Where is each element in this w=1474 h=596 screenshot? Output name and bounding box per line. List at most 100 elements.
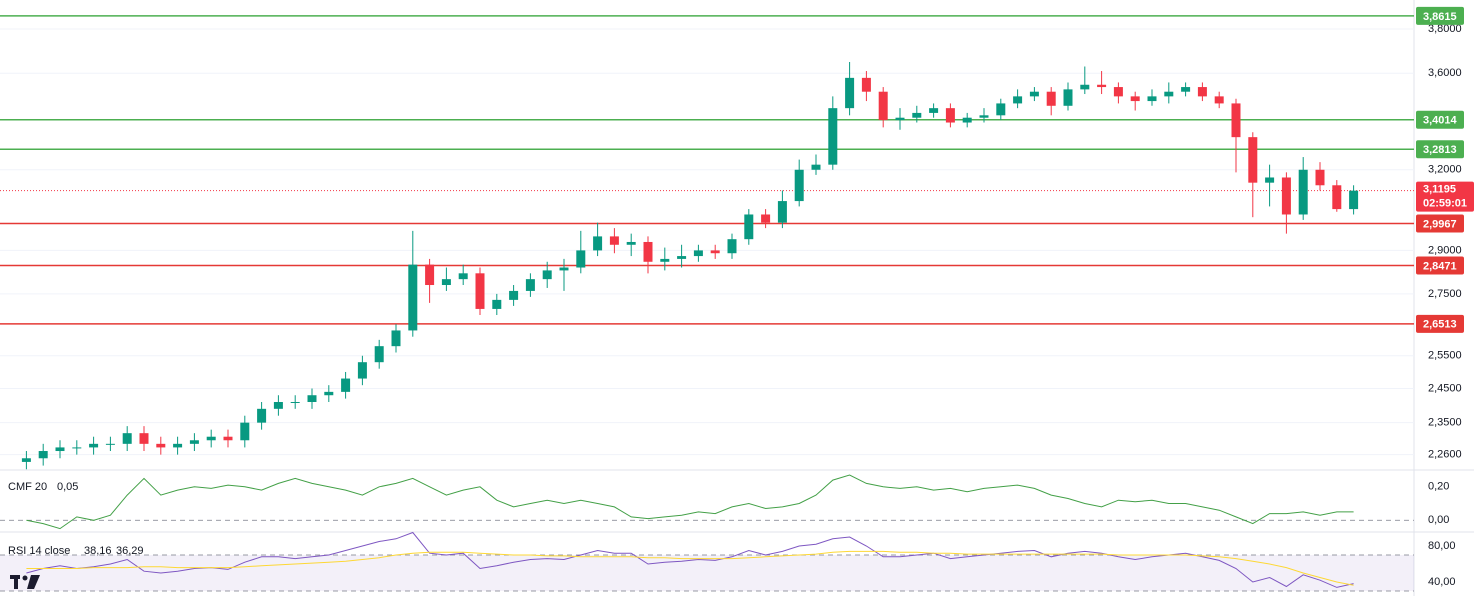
candle-body [1332,185,1342,210]
logo-part [14,575,18,589]
level-label-text: 2,6513 [1423,319,1457,331]
level-label-box [1416,140,1464,159]
level-label-text: 2,9967 [1423,218,1457,230]
level-label: 2,6513 [1416,314,1464,333]
candle-body [1349,190,1359,210]
candle-body [458,273,468,280]
indicator-value: 0,05 [57,481,78,493]
candle-body [593,236,603,251]
candle-body [693,250,703,257]
candle-body [1197,87,1207,97]
y-tick-label: 2,5500 [1428,350,1462,362]
candle-body [105,443,115,445]
candle-body [189,440,199,444]
y-tick-label: 80,00 [1428,540,1456,552]
candle-body [929,108,939,113]
candle-body [72,447,82,449]
candle-body [794,169,804,202]
candle-body [1013,96,1023,104]
candle-body [21,458,31,462]
candle-body [441,279,451,286]
rsi-line [26,550,1354,586]
y-tick-label: 0,20 [1428,481,1449,493]
candle-body [408,264,418,331]
level-label: 3,4014 [1416,110,1464,129]
candle-body [777,201,787,223]
candle-body [878,91,888,121]
level-label: 2,8471 [1416,256,1464,275]
candle-body [1029,91,1039,97]
candle-body [374,346,384,363]
candle-body [912,112,922,118]
level-label-box [1416,110,1464,129]
candle-body [1147,96,1157,102]
candle-body [206,436,216,441]
candle-body [996,103,1006,116]
candle-body [425,264,435,286]
candle-body [156,443,166,448]
candle-body [1248,137,1258,183]
candle-body [357,362,367,379]
candle-body [139,433,149,444]
candle-body [290,401,300,403]
level-label: 2,9967 [1416,214,1464,233]
candle-body [1281,177,1291,215]
candle-body [559,267,569,271]
level-label: 3,2813 [1416,140,1464,159]
candle-body [710,250,720,254]
candle-body [945,108,955,123]
candle-body [1080,84,1090,90]
legend-value: 36,29 [116,545,144,557]
candle-body [643,241,653,262]
y-tick-label: 2,4500 [1428,382,1462,394]
candle-body [1315,169,1325,186]
candle-body [324,391,334,396]
y-tick-label: 2,9000 [1428,244,1462,256]
candle-body [828,108,838,165]
candle-body [173,443,183,448]
candle-body [391,330,401,347]
y-tick-label: 2,7500 [1428,288,1462,300]
candle-body [1298,169,1308,215]
candle-body [677,256,687,259]
candle-body [89,443,99,448]
y-tick-label: 3,6000 [1428,67,1462,79]
candle-body [341,378,351,392]
candle-body [1181,87,1191,92]
candle-body [1113,87,1123,97]
candle-body [1046,91,1056,106]
candle-body [1231,103,1241,138]
candle-body [307,395,317,402]
candle-body [542,270,552,280]
indicator-title: CMF 20 [8,481,47,493]
candle-body [525,279,535,291]
candle-body [38,451,48,459]
level-label-text: 3,4014 [1423,115,1458,127]
logo [10,575,40,589]
level-label: 3,8615 [1416,6,1464,25]
candle-body [475,273,485,309]
candle-body [979,115,989,118]
candle-body [1214,96,1224,104]
candle-body [223,436,233,441]
level-label-text: 3,8615 [1423,11,1457,23]
rsi-line [26,531,1354,588]
last-price-text: 3,1195 [1423,184,1456,196]
level-label-box [1416,214,1464,233]
candle-body [761,214,771,223]
candle-body [744,214,754,240]
candle-body [1265,177,1275,183]
cmf-line [26,474,1354,530]
logo-part [27,575,40,589]
candle-body [576,250,586,268]
candle-body [240,422,250,441]
candle-body [962,117,972,123]
candle-body [811,164,821,170]
candle-body [1063,89,1073,106]
level-label-text: 2,8471 [1423,260,1457,272]
candle-body [55,447,65,452]
y-tick-label: 2,2600 [1428,449,1462,461]
candle-body [1164,91,1174,97]
logo-part [22,575,28,581]
